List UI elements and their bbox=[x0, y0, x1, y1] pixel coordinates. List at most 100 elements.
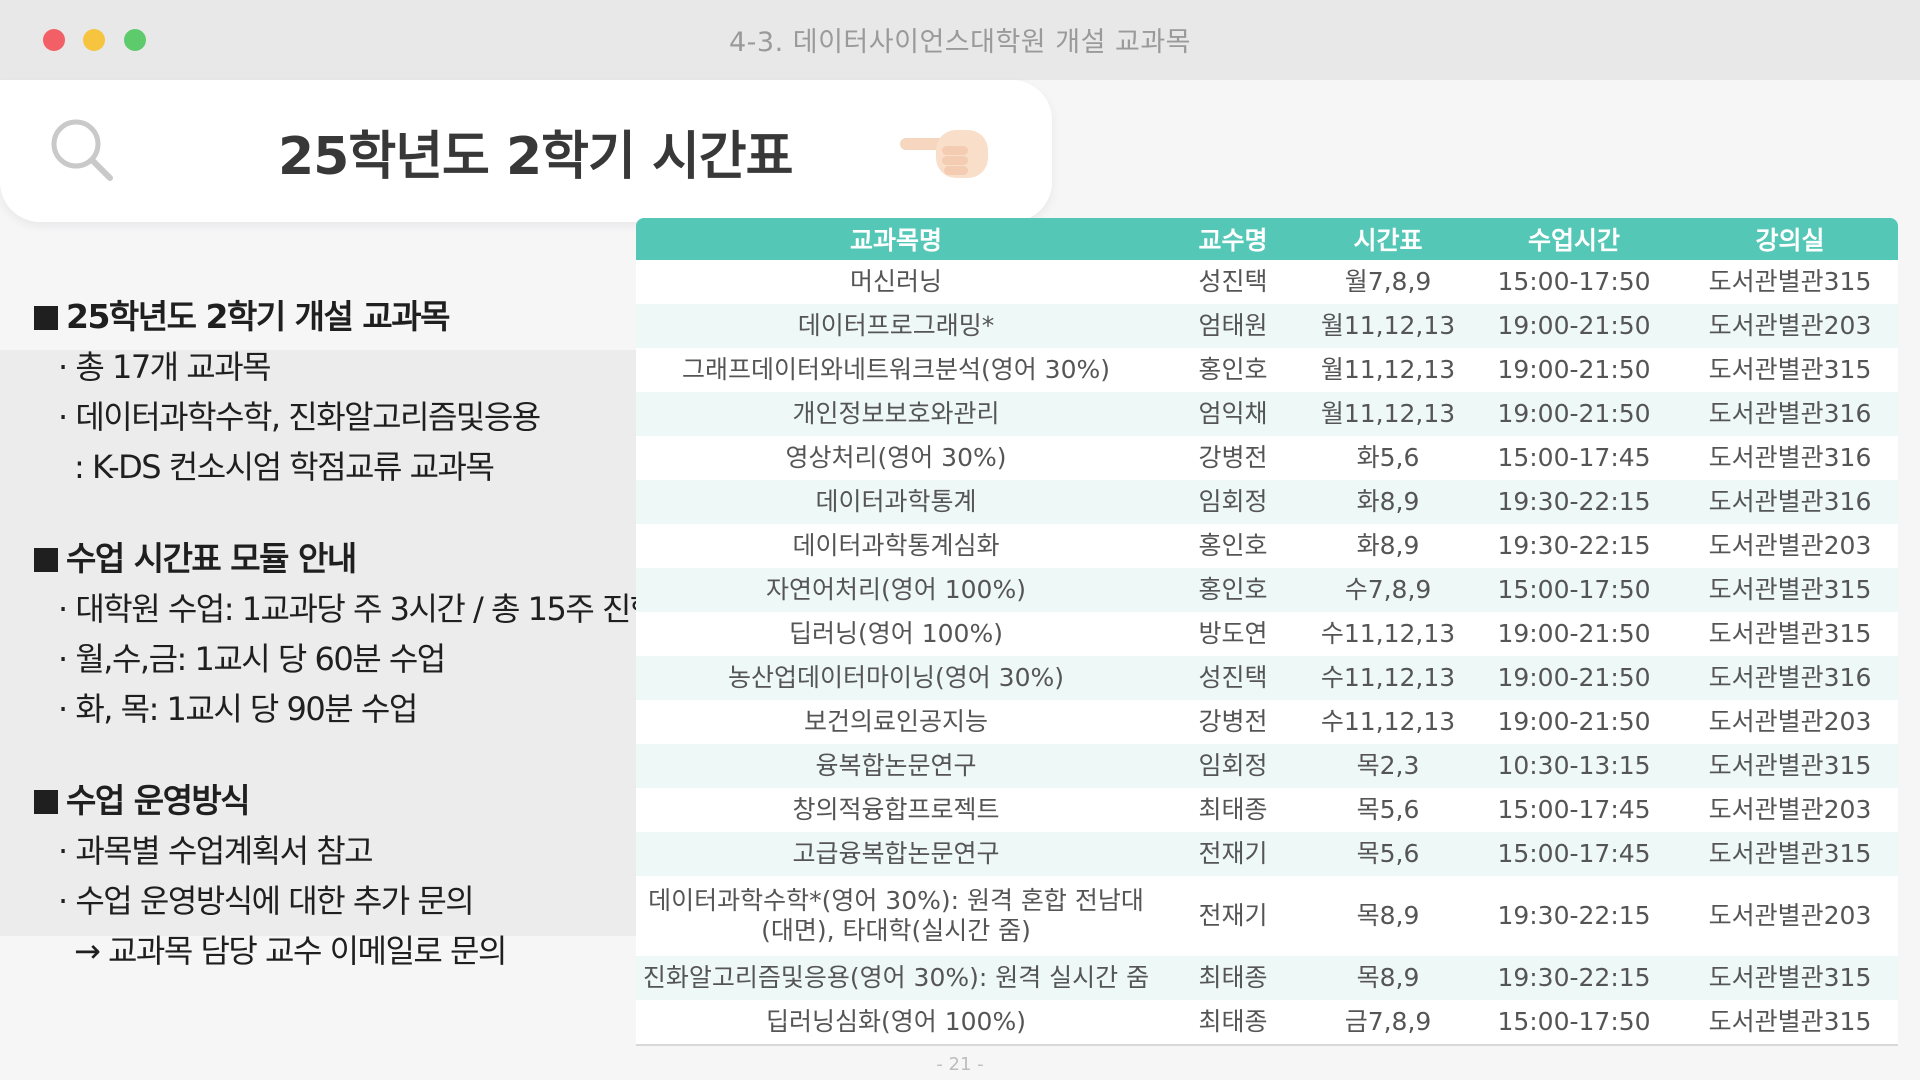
pointing-hand-icon bbox=[900, 130, 988, 178]
table-cell: 융복합논문연구 bbox=[815, 751, 977, 780]
table-cell: 딥러닝심화(영어 100%) bbox=[636, 1000, 1156, 1046]
table-cell: 금7,8,9 bbox=[1310, 1000, 1466, 1046]
info-line: → 교과목 담당 교수 이메일로 문의 bbox=[74, 932, 507, 970]
table-cell: 방도연 bbox=[1198, 619, 1268, 648]
table-cell: 홍인호 bbox=[1198, 575, 1268, 604]
table-cell: 도서관별관316 bbox=[1708, 399, 1872, 428]
table-cell: 최태종 bbox=[1198, 795, 1268, 824]
section-title: 25학년도 2학기 개설 교과목 bbox=[66, 297, 450, 336]
table-row: 데이터과학수학*(영어 30%): 원격 혼합 전남대(대면), 타대학(실시간… bbox=[636, 876, 1898, 956]
square-bullet-icon bbox=[34, 306, 58, 330]
table-row: 융복합논문연구 임회정 목2,3 10:30-13:15 도서관별관315 bbox=[636, 744, 1898, 788]
table-row: 자연어처리(영어 100%) 홍인호 수7,8,9 15:00-17:50 도서관별관3… bbox=[636, 568, 1898, 612]
table-cell: 도서관별관203 bbox=[1708, 795, 1872, 824]
table-cell: 도서관별관203 bbox=[1708, 707, 1872, 736]
table-row: 딥러닝심화(영어 100%) 최태종 금7,8,9 15:00-17:50 도서관별관3… bbox=[636, 1000, 1898, 1046]
column-header: 강의실 bbox=[1755, 226, 1825, 255]
info-panel: 25학년도 2학기 개설 교과목 · 총 17개 교과목 · 데이터과학수학, … bbox=[34, 292, 659, 1018]
table-row: 그래프데이터와네트워크분석(영어 30%) 홍인호 월11,12,13 19:00-2… bbox=[636, 348, 1898, 392]
info-line: · 과목별 수업계획서 참고 bbox=[58, 832, 374, 870]
table-cell: 15:00-17:50 bbox=[1497, 267, 1651, 296]
table-cell: 도서관별관315 bbox=[1708, 619, 1872, 648]
table-cell: 목5,6 bbox=[1356, 795, 1420, 824]
title-card: 25학년도 2학기 시간표 bbox=[0, 80, 1052, 222]
column-header: 수업시간 bbox=[1527, 226, 1620, 255]
info-line: : K-DS 컨소시엄 학점교류 교과목 bbox=[74, 448, 495, 486]
table-cell: 성진택 bbox=[1198, 267, 1268, 296]
table-cell: 19:30-22:15 bbox=[1497, 531, 1651, 560]
table-cell: 전재기 bbox=[1198, 901, 1268, 930]
table-cell: 도서관별관203 bbox=[1708, 311, 1872, 340]
table-cell: 고급융복합논문연구 bbox=[792, 839, 1000, 868]
table-cell: 수11,12,13 bbox=[1320, 619, 1456, 648]
table-row: 고급융복합논문연구 전재기 목5,6 15:00-17:45 도서관별관315 bbox=[636, 832, 1898, 876]
column-header: 교수명 bbox=[1198, 226, 1268, 255]
column-header: 시간표 bbox=[1353, 226, 1423, 255]
table-cell: 머신러닝 bbox=[849, 267, 942, 296]
table-cell: 19:00-21:50 bbox=[1497, 619, 1651, 648]
title-bar: 4-3. 데이터사이언스대학원 개설 교과목 bbox=[0, 0, 1920, 80]
table-cell: 최태종 bbox=[1156, 1000, 1310, 1046]
table-cell: 데이터프로그래밍* bbox=[797, 311, 995, 340]
section-title: 수업 시간표 모듈 안내 bbox=[66, 539, 357, 578]
info-section-operation: 수업 운영방식 · 과목별 수업계획서 참고 · 수업 운영방식에 대한 추가 … bbox=[34, 776, 634, 976]
table-cell: 강병전 bbox=[1198, 707, 1268, 736]
table-cell: 15:00-17:50 bbox=[1466, 1000, 1682, 1046]
table-cell: 임회정 bbox=[1198, 751, 1268, 780]
table-cell: 목8,9 bbox=[1356, 963, 1420, 992]
table-row: 진화알고리즘및응용(영어 30%): 원격 실시간 줌 최태종 목8,9 19:30-… bbox=[636, 956, 1898, 1000]
table-cell: 19:00-21:50 bbox=[1497, 707, 1651, 736]
table-row: 데이터과학통계 임회정 화8,9 19:30-22:15 도서관별관316 bbox=[636, 480, 1898, 524]
table-cell: 목5,6 bbox=[1356, 839, 1420, 868]
info-section-courses: 25학년도 2학기 개설 교과목 · 총 17개 교과목 · 데이터과학수학, … bbox=[34, 292, 634, 492]
table-cell: 19:00-21:50 bbox=[1497, 399, 1651, 428]
search-icon bbox=[51, 119, 113, 181]
info-line: · 월,수,금: 1교시 당 60분 수업 bbox=[58, 640, 446, 678]
maximize-window-button[interactable] bbox=[124, 29, 146, 51]
table-cell: 19:00-21:50 bbox=[1497, 355, 1651, 384]
table-cell: 19:00-21:50 bbox=[1497, 311, 1651, 340]
table-cell: 19:30-22:15 bbox=[1497, 901, 1651, 930]
table-cell: 엄익채 bbox=[1198, 399, 1268, 428]
column-header: 교과목명 bbox=[849, 226, 942, 255]
table-cell: 10:30-13:15 bbox=[1497, 751, 1651, 780]
table-cell: 목8,9 bbox=[1356, 901, 1420, 930]
table-cell: 15:00-17:45 bbox=[1497, 795, 1651, 824]
table-cell: 임회정 bbox=[1198, 487, 1268, 516]
table-cell: 월7,8,9 bbox=[1344, 267, 1432, 296]
table-cell: 도서관별관315 bbox=[1708, 839, 1872, 868]
table-cell: 농산업데이터마이닝(영어 30%) bbox=[727, 663, 1065, 692]
info-line: · 총 17개 교과목 bbox=[58, 348, 272, 386]
info-line: · 데이터과학수학, 진화알고리즘및응용 bbox=[58, 398, 541, 436]
table-cell: 성진택 bbox=[1198, 663, 1268, 692]
table-cell: 화5,6 bbox=[1356, 443, 1420, 472]
left-panel-background bbox=[0, 350, 640, 936]
close-window-button[interactable] bbox=[43, 29, 65, 51]
table-cell: 도서관별관315 bbox=[1708, 355, 1872, 384]
table-cell: 도서관별관315 bbox=[1708, 751, 1872, 780]
table-row: 영상처리(영어 30%) 강병전 화5,6 15:00-17:45 도서관별관316 bbox=[636, 436, 1898, 480]
table-cell: 월11,12,13 bbox=[1320, 399, 1456, 428]
table-cell: 도서관별관203 bbox=[1708, 901, 1872, 930]
table-cell: 15:00-17:45 bbox=[1497, 839, 1651, 868]
table-cell: 딥러닝(영어 100%) bbox=[789, 619, 1003, 648]
info-line: · 수업 운영방식에 대한 추가 문의 bbox=[58, 882, 475, 920]
table-cell: 목2,3 bbox=[1356, 751, 1420, 780]
table-cell: 전재기 bbox=[1198, 839, 1268, 868]
info-line: · 화, 목: 1교시 당 90분 수업 bbox=[58, 690, 418, 728]
timetable: 교과목명 교수명 시간표 수업시간 강의실 머신러닝 성진택 월7,8,9 15:00… bbox=[636, 218, 1898, 1046]
table-header-row: 교과목명 교수명 시간표 수업시간 강의실 bbox=[636, 218, 1898, 260]
table-cell: 15:00-17:50 bbox=[1497, 575, 1651, 604]
table-cell: 홍인호 bbox=[1198, 355, 1268, 384]
table-row: 보건의료인공지능 강병전 수11,12,13 19:00-21:50 도서관별관203 bbox=[636, 700, 1898, 744]
table-cell: 19:00-21:50 bbox=[1497, 663, 1651, 692]
table-cell: 보건의료인공지능 bbox=[803, 707, 988, 736]
table-cell: 홍인호 bbox=[1198, 531, 1268, 560]
page-title: 25학년도 2학기 시간표 bbox=[278, 127, 793, 187]
table-cell: 도서관별관316 bbox=[1708, 663, 1872, 692]
table-cell: 영상처리(영어 30%) bbox=[785, 443, 1007, 472]
table-row: 머신러닝 성진택 월7,8,9 15:00-17:50 도서관별관315 bbox=[636, 260, 1898, 304]
table-cell: 도서관별관203 bbox=[1708, 531, 1872, 560]
table-row: 창의적융합프로젝트 최태종 목5,6 15:00-17:45 도서관별관203 bbox=[636, 788, 1898, 832]
minimize-window-button[interactable] bbox=[83, 29, 105, 51]
